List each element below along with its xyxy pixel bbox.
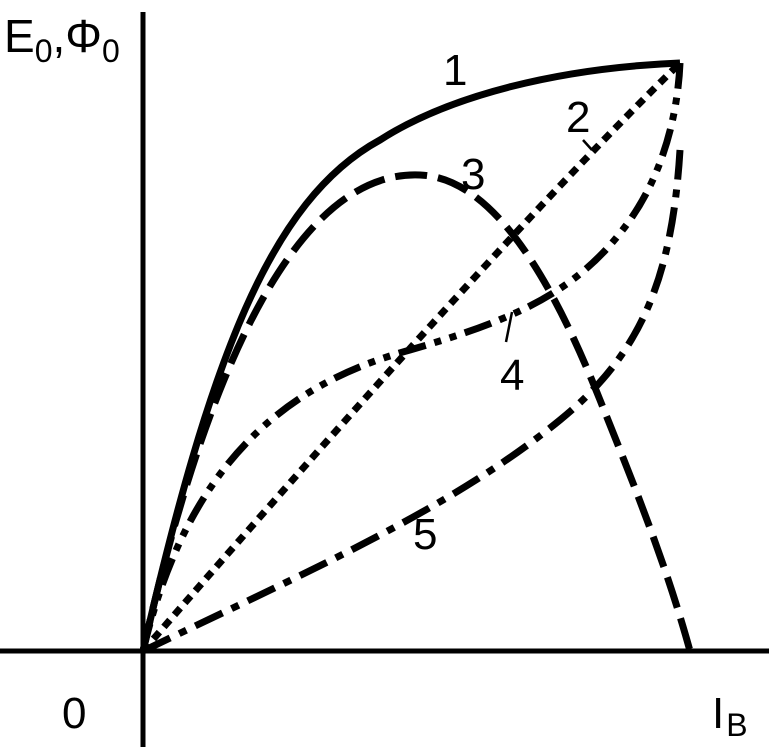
curve-3-label: 3 [461, 150, 485, 199]
y-axis-label: E0,Φ0 [4, 10, 120, 69]
curve-1-label: 1 [443, 46, 467, 95]
curve-4 [139, 62, 684, 652]
origin-label: 0 [62, 689, 86, 738]
curve-2-label: 2 [566, 93, 590, 142]
curve-5-label: 5 [413, 510, 437, 559]
x-axis-label: IB [712, 689, 748, 743]
curve-4-leader [504, 311, 514, 343]
curve-4-label: 4 [500, 351, 524, 400]
curve-3 [139, 171, 694, 652]
curve-2-leader [582, 139, 593, 151]
curve-5 [141, 149, 684, 655]
